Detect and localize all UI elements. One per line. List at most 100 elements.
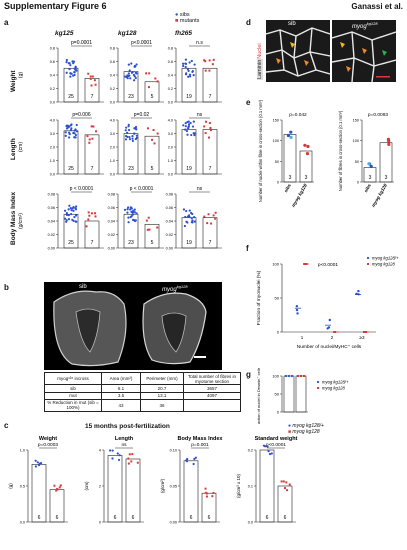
sib-point	[186, 67, 189, 71]
p-value: p=0.001	[191, 442, 209, 448]
n-count: 7	[91, 94, 94, 100]
legend-mutant-marker	[367, 263, 369, 265]
mutant-point	[88, 138, 91, 141]
legend-mutants: mutants	[179, 18, 200, 24]
sib-point	[65, 213, 69, 217]
mutant-point	[91, 75, 94, 78]
sib-point	[191, 70, 194, 73]
p-value: p < 0.0001	[130, 186, 154, 192]
table-cell: mut	[44, 391, 102, 400]
sib-point	[289, 135, 293, 139]
mutant-point	[55, 489, 58, 492]
sib-point	[191, 219, 194, 222]
sib-point	[287, 374, 291, 378]
sib-point	[132, 79, 136, 82]
mutant-bar	[125, 458, 141, 523]
p-value: ns	[121, 443, 127, 448]
mutant-point	[210, 222, 213, 225]
sib-point	[357, 289, 360, 293]
sib-point	[357, 293, 360, 296]
mutant-point	[209, 126, 212, 129]
plot-title: Body Mass Index	[178, 436, 224, 442]
sib-point	[135, 134, 138, 137]
n-count: 3	[369, 175, 372, 181]
p-value: p=0.0001	[71, 40, 92, 46]
y-tick-label: 150	[353, 119, 359, 123]
sib-point	[130, 210, 133, 213]
sib-point	[194, 456, 197, 459]
sib-point	[193, 457, 196, 461]
sib-point	[187, 123, 191, 126]
mutant-point	[89, 75, 92, 78]
mutant-point	[146, 127, 149, 130]
x-tick-label: sibs	[363, 183, 372, 194]
legend-entry: myog kg128/+	[322, 380, 349, 385]
sib-point	[74, 214, 78, 217]
sib-point	[327, 326, 331, 329]
y-tick-label: 0.04	[48, 220, 55, 224]
sib-point	[128, 69, 131, 72]
sib-point	[67, 136, 71, 139]
n-count: 6	[38, 515, 41, 521]
sib-point	[67, 218, 71, 221]
sib-point	[193, 220, 197, 223]
stain-labels: LamininNuclei	[257, 43, 263, 80]
sib-point	[127, 216, 130, 219]
y-tick-label: 0.4	[50, 74, 55, 78]
n-count: 19	[186, 94, 192, 100]
y-tick-label: 0.06	[108, 206, 115, 210]
mutant-point	[127, 457, 130, 460]
n-count: 6	[208, 515, 211, 521]
y-tick-label: 3.0	[168, 132, 173, 136]
y-tick-label: 0	[99, 521, 101, 525]
y-tick-label: 0.1	[248, 485, 253, 489]
legend-entry: myog kg128/+	[372, 256, 399, 261]
panel-a-legend: ● sibs ■ mutants	[175, 12, 200, 24]
sib-point	[67, 214, 70, 217]
n-count: 23	[128, 94, 134, 100]
sib-point	[193, 63, 196, 66]
n-count: 19	[186, 240, 192, 246]
sib-point	[132, 209, 135, 212]
y-tick-label: 100	[272, 262, 279, 267]
sib-point	[127, 72, 130, 75]
sib-point	[127, 221, 130, 224]
sib-point	[187, 214, 191, 217]
table-cell: sib	[44, 384, 102, 393]
sib-point	[134, 137, 137, 141]
sib-point	[73, 71, 76, 74]
sib-point	[184, 125, 187, 128]
sib-point	[127, 206, 130, 209]
sib-point	[72, 131, 75, 135]
table-header: Perimeter (mm)	[140, 371, 184, 386]
mutant-point	[214, 211, 217, 214]
mutant-bar	[202, 67, 218, 103]
mutant-point	[303, 143, 307, 147]
plot-title: Weight	[39, 436, 57, 442]
sib-point	[131, 134, 134, 138]
sib-point	[184, 62, 188, 65]
y-tick-label: 4.0	[110, 119, 115, 123]
mutant-point	[212, 58, 215, 61]
sib-point	[75, 220, 78, 223]
panel-c-bar-charts: Weight (g) 0.0 0.5 1.0 6 6 p=0.0003 Length (cm) 0 2…	[8, 436, 298, 525]
y-unit: (g)	[8, 483, 13, 489]
mutant-point	[88, 214, 91, 217]
fish-section-drawing	[53, 290, 207, 367]
sib-point	[124, 129, 127, 132]
mutant-point	[209, 129, 212, 132]
mutant-point	[87, 211, 90, 214]
y-axis-label: Fraction of nuclei in Desmin⁺ cells (%)	[256, 368, 261, 424]
p-value: p=0.0003	[38, 442, 58, 448]
n-count: 7	[91, 166, 94, 172]
mutant-point	[282, 480, 285, 483]
sib-point	[270, 452, 273, 455]
table-row: sib 6.1 20.7 3657	[44, 384, 241, 393]
y-tick-label: 0.04	[108, 220, 115, 224]
p-value: ns	[197, 112, 203, 118]
mutant-point	[94, 212, 97, 215]
sib-point	[185, 460, 189, 463]
mutant-point	[147, 216, 150, 219]
n-count: 25	[68, 166, 74, 172]
sib-point	[192, 132, 195, 135]
